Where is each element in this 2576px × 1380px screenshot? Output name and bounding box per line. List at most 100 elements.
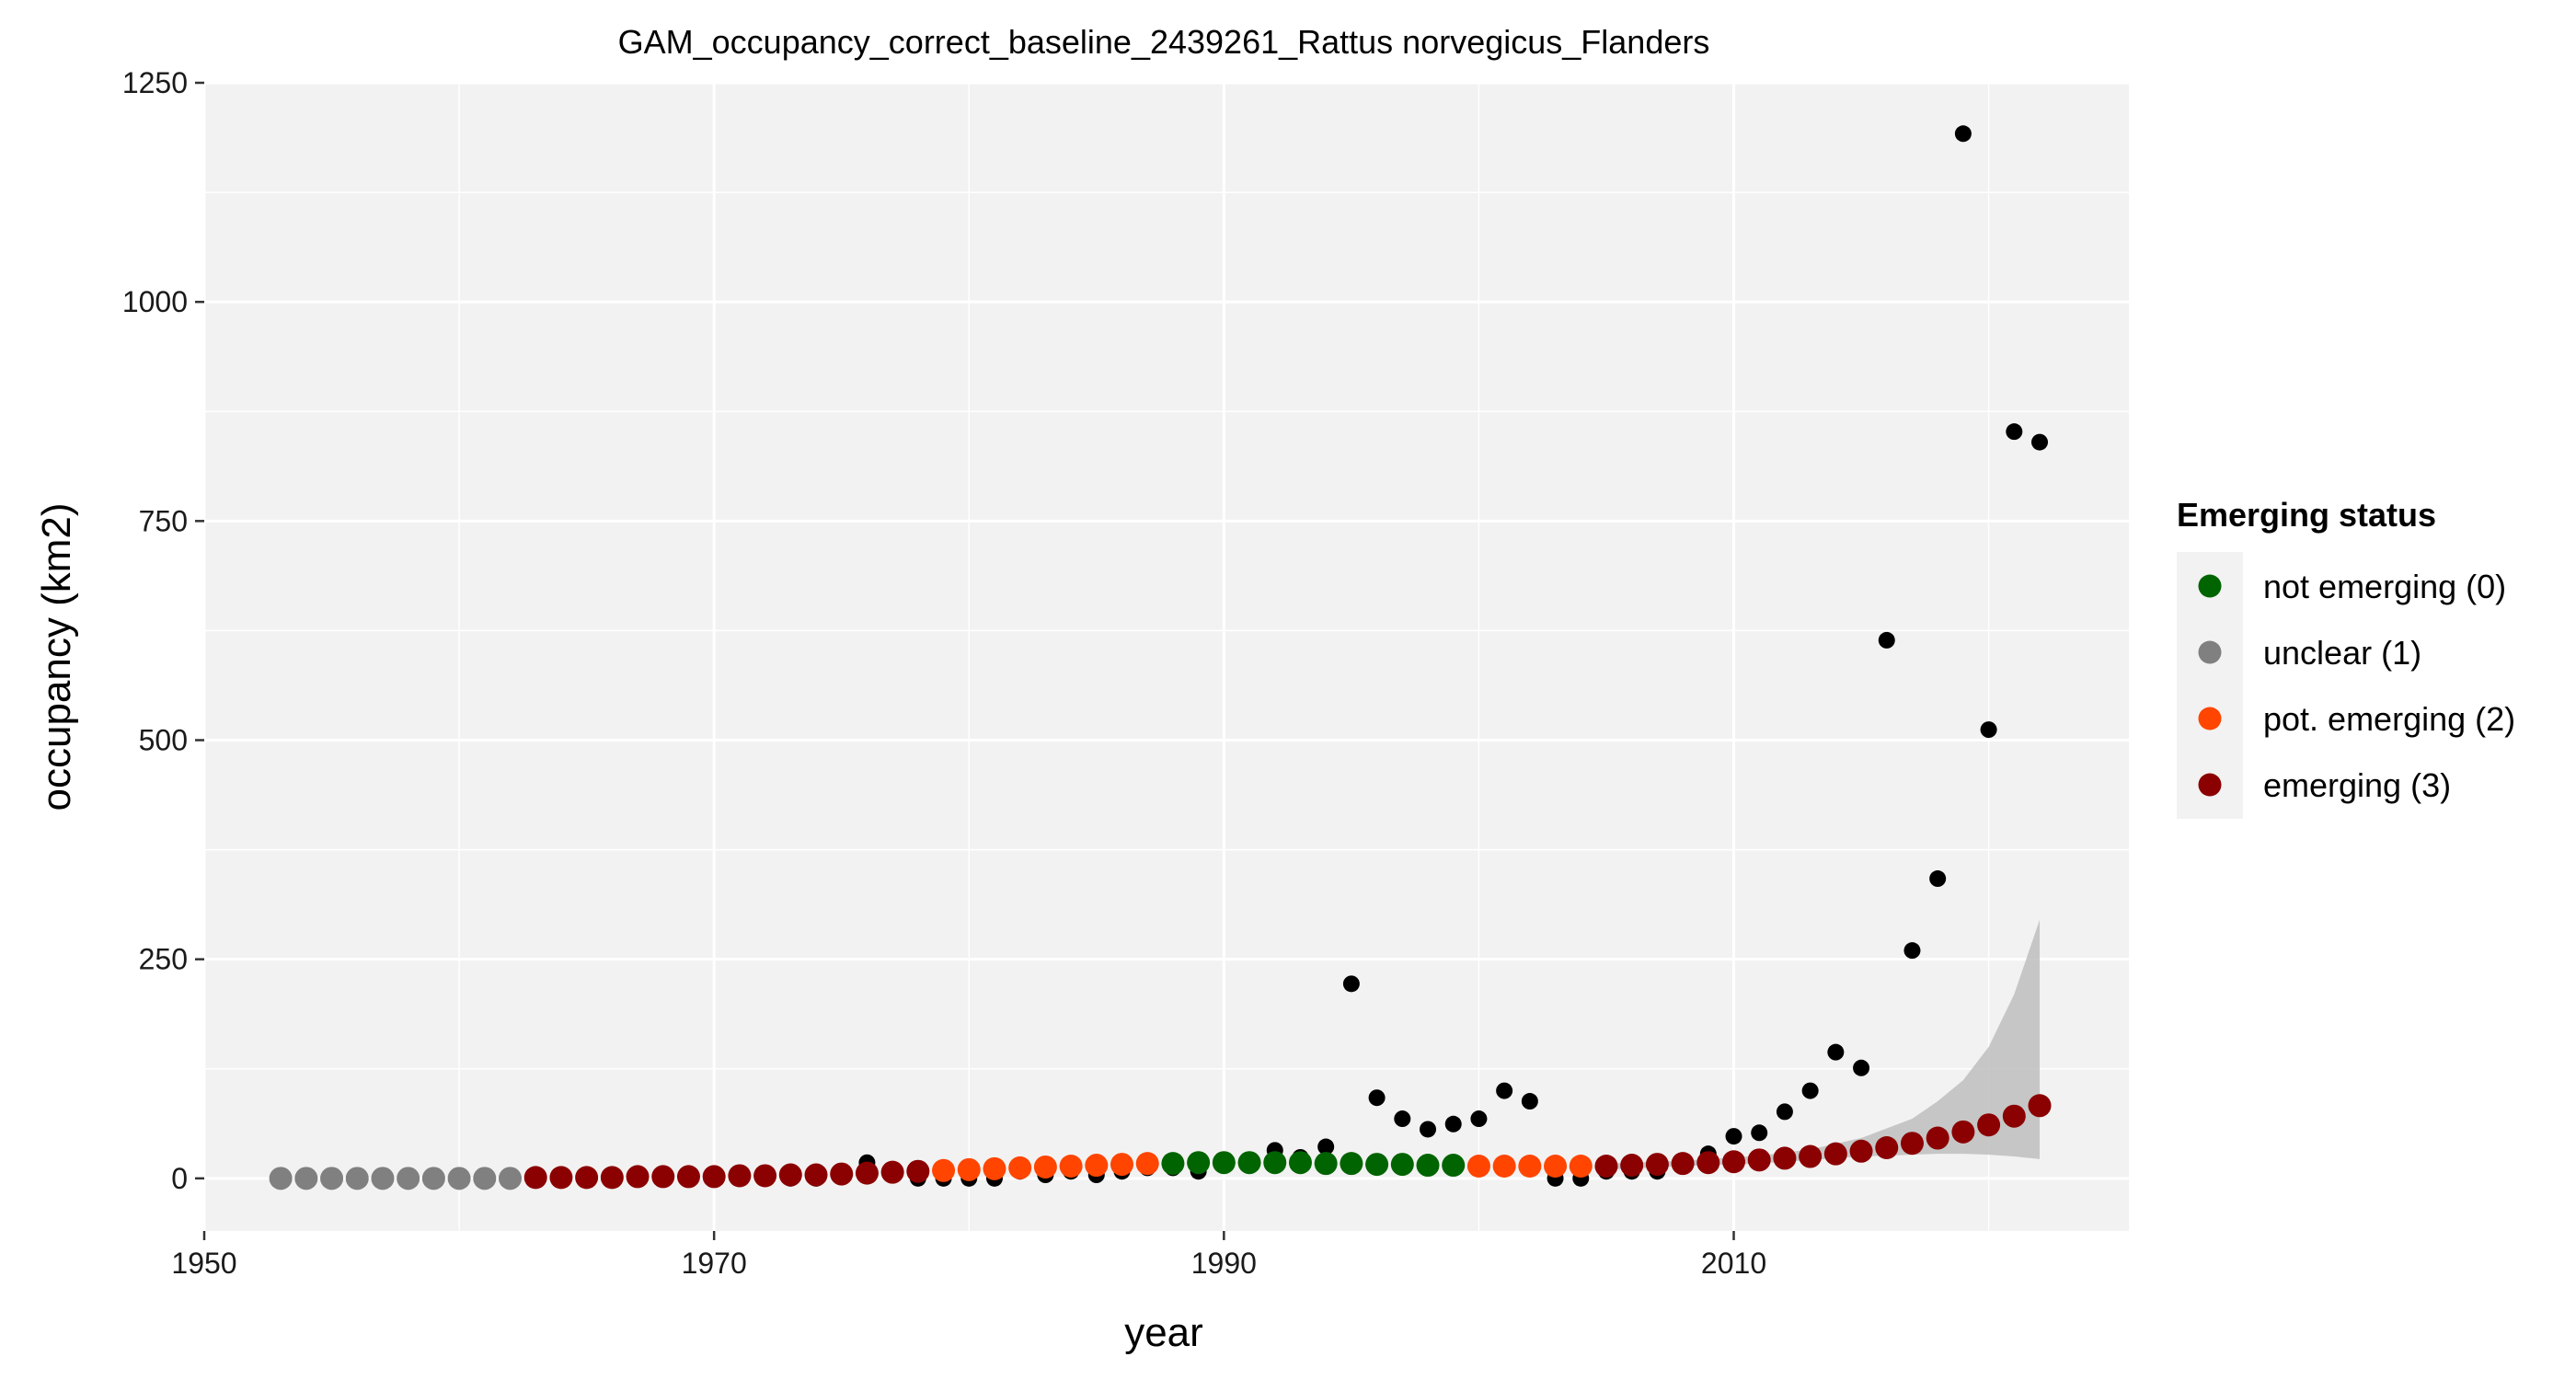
legend: Emerging status not emerging (0) unclear … [2177, 496, 2515, 819]
fitted-point [1492, 1155, 1516, 1179]
fitted-point [702, 1165, 726, 1189]
legend-label: emerging (3) [2263, 766, 2451, 804]
fitted-point [1161, 1152, 1185, 1176]
fitted-point [1722, 1150, 1746, 1174]
fitted-point [1747, 1148, 1771, 1172]
observed-point [1496, 1082, 1513, 1099]
x-axis: 1950 1970 1990 2010 [171, 1231, 1766, 1280]
fitted-point [1314, 1152, 1338, 1176]
observed-point [2006, 423, 2023, 441]
fitted-point [1110, 1153, 1134, 1177]
fitted-point [1645, 1153, 1669, 1177]
chart-title: GAM_occupancy_correct_baseline_2439261_R… [618, 23, 1710, 61]
fitted-point [906, 1159, 930, 1183]
fitted-point [1594, 1155, 1618, 1179]
fitted-point [778, 1163, 802, 1187]
fitted-point [1059, 1155, 1083, 1179]
observed-point [1725, 1128, 1742, 1145]
y-tick-label: 750 [139, 504, 188, 537]
fitted-point [804, 1163, 828, 1187]
legend-key [2198, 707, 2222, 730]
observed-point [1980, 721, 1997, 739]
fitted-point [1288, 1151, 1312, 1175]
fitted-point [830, 1162, 854, 1186]
fitted-point [523, 1166, 547, 1190]
fitted-point [575, 1166, 599, 1190]
legend-key [2198, 574, 2222, 598]
fitted-point [1365, 1153, 1389, 1177]
fitted-point [269, 1167, 293, 1190]
observed-point [1317, 1138, 1335, 1156]
fitted-point [549, 1166, 573, 1190]
fitted-point [1033, 1155, 1057, 1179]
fitted-point [676, 1165, 700, 1189]
fitted-point [1544, 1155, 1568, 1179]
observed-point [1420, 1121, 1437, 1138]
observed-point [1368, 1089, 1386, 1107]
fitted-point [1466, 1155, 1490, 1179]
confidence-band-layer [1605, 919, 2041, 1170]
fitted-point [1212, 1151, 1236, 1175]
fitted-point [1569, 1155, 1593, 1179]
confidence-band [1605, 919, 2041, 1170]
observed-point [1776, 1103, 1793, 1121]
fitted-point [447, 1167, 471, 1190]
fitted-point [1416, 1154, 1440, 1178]
y-tick-label: 1000 [122, 285, 188, 318]
fitted-point [1442, 1154, 1466, 1178]
fitted-point [397, 1167, 420, 1190]
legend-key [2198, 640, 2222, 664]
x-tick-label: 1990 [1191, 1247, 1257, 1280]
fitted-point [1671, 1152, 1695, 1176]
fitted-point [1849, 1139, 1873, 1163]
observed-point [1827, 1043, 1845, 1061]
observed-point [2031, 433, 2049, 451]
observed-point [1801, 1082, 1819, 1099]
x-axis-title: year [1124, 1310, 1203, 1355]
fitted-point [1977, 1113, 2001, 1137]
fitted-point [1875, 1135, 1899, 1159]
observed-point [1751, 1124, 1768, 1142]
fitted-point [600, 1166, 624, 1190]
fitted-point [1951, 1120, 1975, 1144]
fitted-point [651, 1165, 675, 1189]
observed-point [1470, 1110, 1488, 1128]
grid-major [202, 81, 2129, 1231]
fitted-point [499, 1167, 523, 1190]
fitted-point [1187, 1151, 1211, 1175]
x-tick-label: 1970 [682, 1247, 747, 1280]
fitted-point [1085, 1154, 1109, 1178]
legend-label: not emerging (0) [2263, 568, 2506, 605]
fitted-point [294, 1167, 318, 1190]
y-axis: 0 250 500 750 1000 1250 [122, 66, 204, 1195]
fitted-point [1696, 1151, 1720, 1175]
fitted-point [1773, 1146, 1797, 1170]
observed-point [1929, 870, 1947, 888]
fitted-point [1237, 1151, 1261, 1175]
fitted-point [320, 1167, 344, 1190]
observed-point [1444, 1115, 1462, 1133]
observed-point [1853, 1059, 1870, 1076]
x-tick-label: 2010 [1701, 1247, 1766, 1280]
legend-label: unclear (1) [2263, 634, 2421, 672]
legend-items: not emerging (0) unclear (1) pot. emerging… [2177, 552, 2515, 819]
fitted-points [269, 1094, 2052, 1190]
legend-label: pot. emerging (2) [2263, 700, 2515, 738]
fitted-point [2028, 1094, 2052, 1118]
y-axis-title: occupancy (km2) [34, 502, 79, 811]
fitted-point [1900, 1132, 1924, 1156]
fitted-point [957, 1157, 981, 1181]
observed-point [1903, 942, 1921, 960]
fitted-point [855, 1161, 879, 1185]
fitted-point [626, 1165, 650, 1189]
observed-point [1878, 631, 1895, 649]
y-tick-label: 1250 [122, 66, 188, 99]
observed-point [1342, 975, 1360, 993]
fitted-point [1799, 1144, 1823, 1168]
fitted-point [1926, 1126, 1949, 1150]
x-tick-label: 1950 [171, 1247, 236, 1280]
fitted-point [473, 1167, 497, 1190]
y-tick-label: 250 [139, 943, 188, 976]
fitted-point [1008, 1156, 1032, 1179]
fitted-point [1518, 1155, 1542, 1179]
